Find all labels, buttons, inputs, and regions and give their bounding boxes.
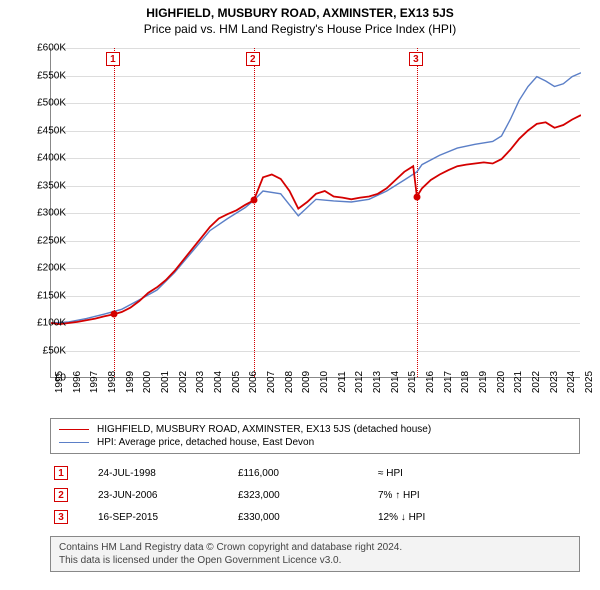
legend-swatch (59, 429, 89, 430)
x-tick-label: 2014 (390, 371, 401, 393)
series-property (51, 115, 581, 324)
x-tick-label: 1999 (125, 371, 136, 393)
x-tick-label: 1997 (89, 371, 100, 393)
sale-marker: 1 (54, 466, 68, 480)
sale-marker: 3 (54, 510, 68, 524)
x-tick-label: 2022 (531, 371, 542, 393)
y-tick-label: £250K (20, 235, 66, 246)
x-tick-label: 2005 (231, 371, 242, 393)
y-tick-label: £550K (20, 70, 66, 81)
line-series (51, 48, 581, 378)
legend-label: HIGHFIELD, MUSBURY ROAD, AXMINSTER, EX13… (97, 424, 431, 435)
x-tick-label: 2012 (354, 371, 365, 393)
y-tick-label: £300K (20, 208, 66, 219)
x-tick-label: 1996 (72, 371, 83, 393)
legend-label: HPI: Average price, detached house, East… (97, 437, 314, 448)
x-tick-label: 2024 (566, 371, 577, 393)
sale-hpi: 7% ↑ HPI (378, 490, 420, 501)
sales-table: 1 24-JUL-1998£116,000≈ HPI 2 23-JUN-2006£32… (50, 462, 580, 528)
footer-attribution: Contains HM Land Registry data © Crown c… (50, 536, 580, 572)
x-tick-label: 1995 (54, 371, 65, 393)
x-tick-label: 2009 (301, 371, 312, 393)
x-tick-label: 2013 (372, 371, 383, 393)
sale-row: 2 23-JUN-2006£323,0007% ↑ HPI (50, 484, 580, 506)
marker-dot (250, 197, 257, 204)
y-tick-label: £100K (20, 318, 66, 329)
sale-row: 3 16-SEP-2015£330,00012% ↓ HPI (50, 506, 580, 528)
x-tick-label: 2015 (407, 371, 418, 393)
x-tick-label: 2007 (266, 371, 277, 393)
x-tick-label: 2017 (443, 371, 454, 393)
x-tick-label: 2004 (213, 371, 224, 393)
x-tick-label: 2020 (496, 371, 507, 393)
x-tick-label: 2010 (319, 371, 330, 393)
chart-container: HIGHFIELD, MUSBURY ROAD, AXMINSTER, EX13… (0, 0, 600, 590)
sale-date: 24-JUL-1998 (98, 468, 238, 479)
chart-title: HIGHFIELD, MUSBURY ROAD, AXMINSTER, EX13… (0, 0, 600, 20)
x-tick-label: 2021 (513, 371, 524, 393)
x-tick-label: 2006 (248, 371, 259, 393)
x-tick-label: 2019 (478, 371, 489, 393)
sale-price: £116,000 (238, 468, 378, 479)
sale-hpi: 12% ↓ HPI (378, 512, 425, 523)
y-tick-label: £350K (20, 180, 66, 191)
x-tick-label: 1998 (107, 371, 118, 393)
x-tick-label: 2011 (337, 371, 348, 393)
marker-box: 2 (246, 52, 260, 66)
y-tick-label: £500K (20, 98, 66, 109)
sale-date: 16-SEP-2015 (98, 512, 238, 523)
y-tick-label: £600K (20, 43, 66, 54)
x-tick-label: 2018 (460, 371, 471, 393)
legend-item: HPI: Average price, detached house, East… (59, 436, 571, 449)
sale-hpi: ≈ HPI (378, 468, 403, 479)
sale-price: £330,000 (238, 512, 378, 523)
marker-dot (110, 311, 117, 318)
marker-dot (413, 193, 420, 200)
y-tick-label: £200K (20, 263, 66, 274)
x-tick-label: 2016 (425, 371, 436, 393)
plot-area (50, 48, 580, 378)
marker-box: 1 (106, 52, 120, 66)
footer-line-2: This data is licensed under the Open Gov… (59, 554, 571, 567)
legend-item: HIGHFIELD, MUSBURY ROAD, AXMINSTER, EX13… (59, 423, 571, 436)
y-tick-label: £50K (20, 345, 66, 356)
series-hpi (51, 73, 581, 323)
x-tick-label: 2023 (549, 371, 560, 393)
legend: HIGHFIELD, MUSBURY ROAD, AXMINSTER, EX13… (50, 418, 580, 454)
sale-date: 23-JUN-2006 (98, 490, 238, 501)
sale-marker: 2 (54, 488, 68, 502)
chart-subtitle: Price paid vs. HM Land Registry's House … (0, 20, 600, 40)
sale-price: £323,000 (238, 490, 378, 501)
x-tick-label: 2008 (284, 371, 295, 393)
marker-box: 3 (409, 52, 423, 66)
x-tick-label: 2002 (178, 371, 189, 393)
sale-row: 1 24-JUL-1998£116,000≈ HPI (50, 462, 580, 484)
legend-swatch (59, 442, 89, 443)
footer-line-1: Contains HM Land Registry data © Crown c… (59, 541, 571, 554)
y-tick-label: £150K (20, 290, 66, 301)
x-tick-label: 2001 (160, 371, 171, 393)
x-tick-label: 2025 (584, 371, 595, 393)
x-tick-label: 2000 (142, 371, 153, 393)
x-tick-label: 2003 (195, 371, 206, 393)
y-tick-label: £400K (20, 153, 66, 164)
y-tick-label: £450K (20, 125, 66, 136)
